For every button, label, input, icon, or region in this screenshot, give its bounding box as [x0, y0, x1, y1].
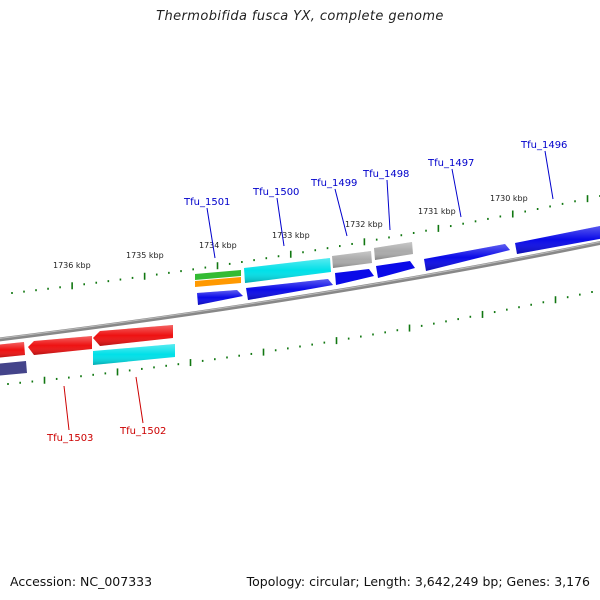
- scale-label: 1732 kbp: [345, 220, 383, 229]
- map-title: Thermobifida fusca YX, complete genome: [156, 9, 444, 24]
- reverse-gene-track: [0, 325, 175, 376]
- label-leader-line: [544, 150, 554, 200]
- label-leader-line: [334, 188, 348, 237]
- feature-green[interactable]: [195, 270, 241, 280]
- gene-labels: Tfu_1501 Tfu_1500 Tfu_1499 Tfu_1498 Tfu_1497…: [46, 140, 567, 444]
- feature-shading: [332, 251, 372, 268]
- scale-label: 1734 kbp: [199, 241, 237, 250]
- scale-label: 1731 kbp: [418, 207, 456, 216]
- gene-arrow-tfu1499[interactable]: [335, 269, 374, 285]
- gene-label: Tfu_1500: [252, 187, 299, 198]
- feature-shading: [244, 258, 331, 283]
- gene-shading: [197, 290, 243, 305]
- label-leader-line: [135, 376, 144, 424]
- genome-summary: Topology: circular; Length: 3,642,249 bp…: [246, 574, 590, 589]
- scale-label: 1735 kbp: [126, 251, 164, 260]
- feature-shading: [93, 344, 175, 365]
- outer-tick-track: [11, 195, 600, 294]
- label-leader-line: [451, 168, 462, 218]
- scale-label: 1730 kbp: [490, 194, 528, 203]
- feature-track: [195, 242, 413, 287]
- gene-shading: [246, 279, 333, 300]
- feature-navy[interactable]: [0, 361, 27, 376]
- gene-label: Tfu_1496: [520, 140, 567, 151]
- inner-tick-track: [7, 291, 593, 385]
- label-leader-line: [276, 197, 285, 247]
- gene-label: Tfu_1501: [183, 197, 230, 208]
- gene-label: Tfu_1502: [119, 426, 166, 437]
- gene-label: Tfu_1503: [46, 433, 93, 444]
- scale-label: 1736 kbp: [53, 261, 91, 270]
- gene-shading: [0, 342, 25, 358]
- genome-backbone: [0, 240, 600, 342]
- gene-label: Tfu_1497: [427, 158, 474, 169]
- feature-shading: [374, 242, 413, 260]
- forward-gene-track: [197, 226, 600, 305]
- genome-backbone-highlight: [0, 241, 600, 339]
- label-leader-line: [206, 207, 216, 259]
- accession-text: Accession: NC_007333: [10, 574, 153, 589]
- scale-labels: 1736 kbp 1735 kbp 1734 kbp 1733 kbp 1732 kbp…: [53, 194, 528, 270]
- gene-arrow-tfu1498[interactable]: [376, 261, 415, 278]
- gene-label: Tfu_1499: [310, 178, 357, 189]
- label-leader-line: [386, 179, 391, 231]
- feature-orange[interactable]: [195, 277, 241, 287]
- gene-shading: [424, 244, 510, 271]
- gene-shading: [28, 336, 92, 355]
- label-leader-line: [63, 385, 70, 431]
- gene-shading: [515, 226, 600, 254]
- scale-label: 1733 kbp: [272, 231, 310, 240]
- gene-shading: [93, 325, 173, 346]
- gene-label: Tfu_1498: [362, 169, 409, 180]
